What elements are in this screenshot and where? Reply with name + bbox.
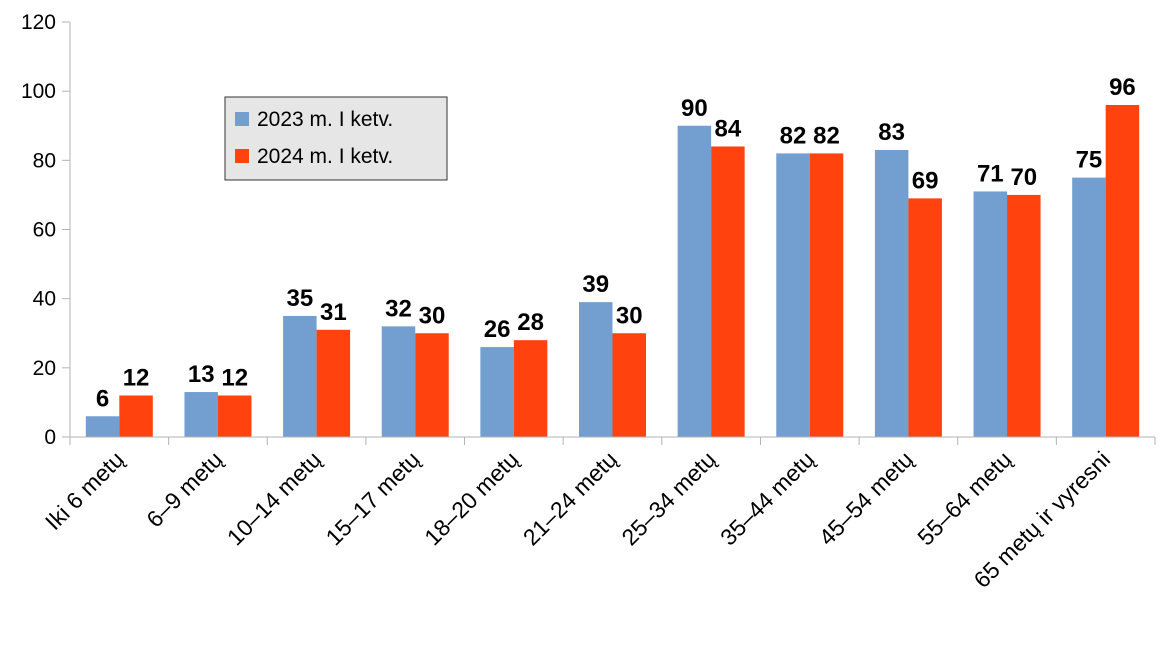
value-label: 83 xyxy=(878,119,905,146)
value-label: 75 xyxy=(1076,147,1103,174)
bar xyxy=(381,326,416,437)
bar xyxy=(973,191,1008,437)
x-tick-label: Iki 6 metų xyxy=(40,446,129,535)
y-tick-label: 0 xyxy=(44,426,56,449)
bar xyxy=(119,395,153,437)
value-label: 12 xyxy=(123,365,150,392)
value-label: 84 xyxy=(715,116,742,143)
bar xyxy=(85,416,120,437)
value-label: 13 xyxy=(188,361,215,388)
value-label: 30 xyxy=(616,302,643,329)
value-label: 69 xyxy=(912,167,939,194)
x-tick-label: 21–24 metų xyxy=(518,446,622,550)
x-tick-label: 18–20 metų xyxy=(419,446,523,550)
bar xyxy=(480,347,514,437)
bar xyxy=(316,329,351,437)
value-label: 39 xyxy=(582,271,609,298)
bar xyxy=(776,153,810,437)
bar xyxy=(513,340,548,437)
value-label: 31 xyxy=(320,299,347,326)
legend-swatch xyxy=(235,112,249,126)
value-label: 96 xyxy=(1109,74,1136,101)
bar xyxy=(184,392,218,437)
y-tick-label: 120 xyxy=(21,11,56,34)
legend-box xyxy=(224,96,448,181)
bar xyxy=(579,302,613,437)
value-label: 12 xyxy=(221,365,248,392)
value-label: 70 xyxy=(1010,164,1037,191)
legend-label: 2023 m. I ketv. xyxy=(257,108,393,131)
x-tick-label: 15–17 metų xyxy=(320,446,424,550)
bar xyxy=(217,395,252,437)
value-label: 82 xyxy=(780,122,807,149)
bar xyxy=(711,146,745,437)
bar xyxy=(283,315,317,437)
bar xyxy=(908,198,942,437)
value-label: 90 xyxy=(681,95,708,122)
value-label: 35 xyxy=(286,285,313,312)
legend-label: 2024 m. I ketv. xyxy=(257,145,393,168)
bar xyxy=(1105,105,1140,437)
bar xyxy=(677,125,712,437)
value-label: 32 xyxy=(385,295,412,322)
y-tick-label: 100 xyxy=(21,80,56,103)
x-tick-label: 6–9 metų xyxy=(141,446,227,532)
bar xyxy=(1007,194,1041,437)
x-tick-label: 35–44 metų xyxy=(715,446,819,550)
value-label: 82 xyxy=(813,122,840,149)
x-tick-label: 45–54 metų xyxy=(814,446,918,550)
y-tick-label: 60 xyxy=(33,219,56,242)
value-label: 71 xyxy=(977,160,1004,187)
y-tick-label: 20 xyxy=(33,357,56,380)
value-label: 28 xyxy=(517,309,544,336)
bar xyxy=(1072,177,1106,437)
x-tick-label: 10–14 metų xyxy=(222,446,326,550)
bar xyxy=(874,149,909,438)
y-tick-label: 40 xyxy=(33,288,56,311)
bar xyxy=(809,153,844,437)
value-label: 26 xyxy=(484,316,511,343)
x-tick-label: 55–64 metų xyxy=(912,446,1016,550)
y-tick-label: 80 xyxy=(33,149,56,172)
bar xyxy=(612,333,646,437)
bar xyxy=(415,333,449,437)
x-tick-label: 25–34 metų xyxy=(616,446,720,550)
legend-swatch xyxy=(235,149,249,163)
value-label: 30 xyxy=(419,302,446,329)
value-label: 6 xyxy=(96,385,109,412)
